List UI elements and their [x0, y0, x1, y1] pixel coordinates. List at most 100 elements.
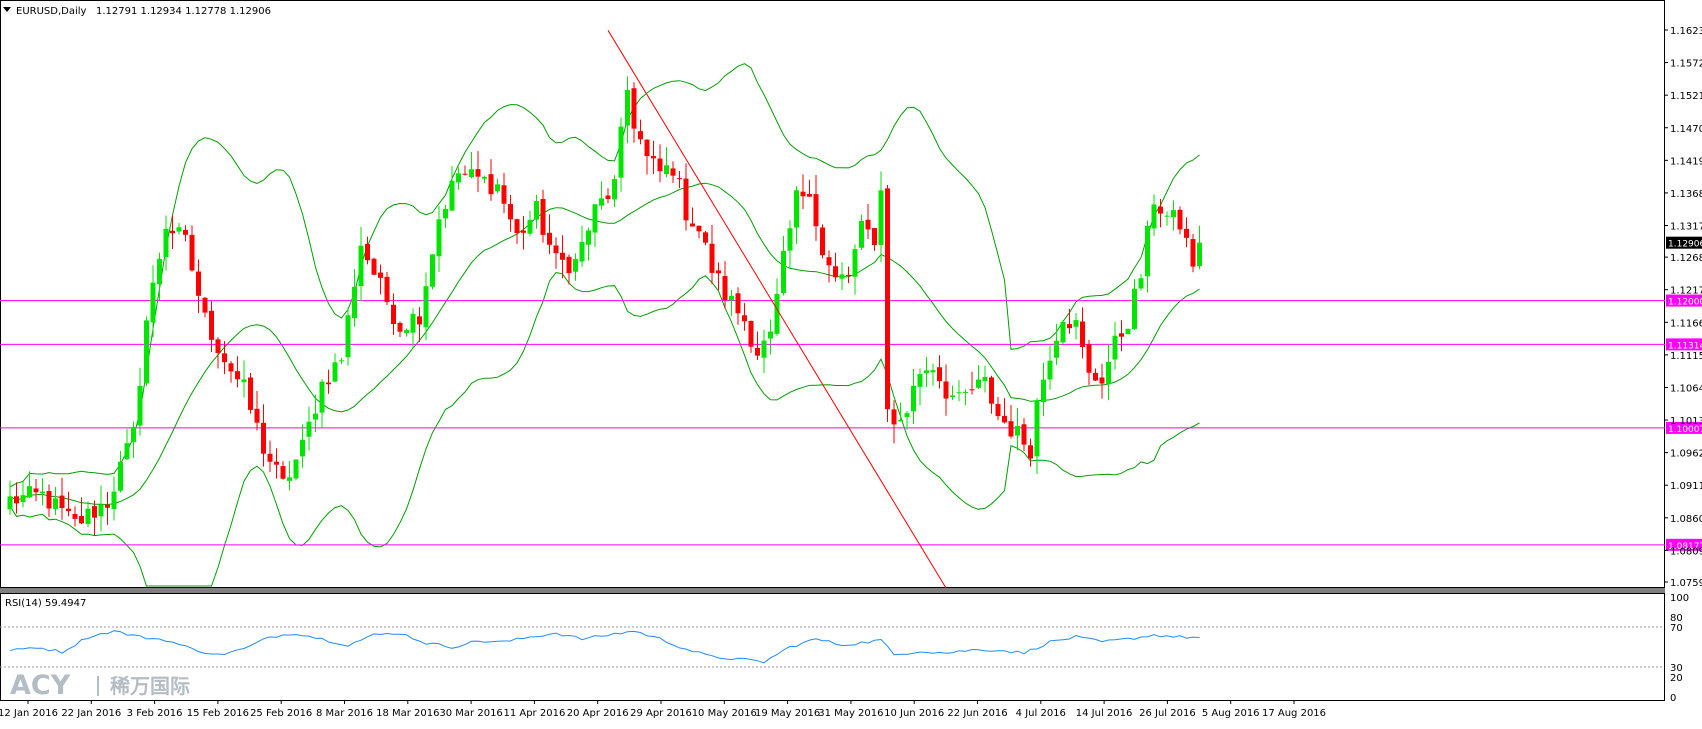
candle-body: [371, 258, 377, 275]
candle-body: [105, 504, 110, 508]
candle-body: [937, 367, 942, 382]
candle: [592, 204, 598, 247]
candle: [293, 459, 299, 481]
candle-body: [384, 276, 390, 303]
candle-body: [118, 461, 123, 491]
candle-body: [235, 371, 240, 380]
candle: [917, 368, 923, 406]
candle: [677, 171, 682, 189]
candle-body: [430, 254, 435, 287]
candle: [800, 174, 806, 210]
candle-body: [800, 191, 806, 197]
candle-body: [66, 508, 71, 512]
candle: [1002, 398, 1007, 424]
candle: [813, 175, 819, 241]
candle: [1164, 211, 1170, 226]
candle: [1021, 418, 1027, 452]
candle: [157, 252, 162, 301]
candle-body: [865, 219, 871, 230]
candle-body: [150, 282, 156, 323]
candle: [865, 203, 871, 239]
candle: [436, 205, 442, 273]
candle: [417, 307, 422, 342]
candle: [1125, 328, 1131, 335]
candle-body: [631, 88, 637, 129]
ohlc-readout: 1.12791 1.12934 1.12778 1.12906: [96, 6, 271, 17]
candle-body: [495, 184, 500, 192]
candle-body: [1138, 278, 1144, 289]
candle: [170, 214, 175, 250]
candle-body: [521, 230, 526, 233]
candle: [105, 491, 110, 525]
candle: [495, 178, 500, 193]
watermark-cn: 稀万国际: [110, 674, 190, 698]
candle-body: [852, 249, 858, 277]
price-tick-label: 1.07595: [1670, 578, 1702, 589]
candle-body: [963, 391, 968, 393]
candle: [709, 225, 715, 285]
candle-body: [1125, 328, 1131, 335]
candle: [144, 316, 149, 386]
price-tick-label: 1.14195: [1670, 156, 1702, 167]
candle: [1112, 321, 1118, 370]
candle: [306, 406, 312, 451]
candle: [202, 296, 208, 318]
price-tick-label: 1.10130: [1670, 416, 1702, 427]
candle-body: [898, 420, 903, 422]
candle-body: [547, 232, 552, 245]
candle: [462, 165, 468, 176]
candle: [1197, 225, 1202, 270]
level-tag: [1666, 421, 1702, 434]
level-label: 1.12000: [1668, 298, 1702, 308]
collapse-triangle-icon[interactable]: [3, 7, 11, 12]
candle-body: [228, 363, 234, 372]
candle-body: [917, 374, 923, 387]
candle: [930, 363, 936, 386]
candle-body: [85, 508, 91, 524]
candle: [1119, 320, 1124, 352]
price-tick-label: 1.12170: [1670, 286, 1702, 297]
candle: [501, 172, 507, 214]
candle: [118, 451, 123, 493]
candle: [924, 356, 929, 388]
candle-body: [638, 131, 643, 140]
candle-body: [820, 227, 825, 256]
price-tick-label: 1.11660: [1670, 318, 1702, 329]
candle-body: [1132, 288, 1137, 329]
time-tick-label: 22 Jan 2016: [61, 708, 121, 719]
candle: [963, 389, 968, 406]
level-tag: [1666, 338, 1702, 351]
candle: [846, 266, 851, 284]
candle: [443, 204, 448, 228]
candle: [150, 265, 156, 338]
candle-body: [1086, 344, 1092, 373]
time-tick-label: 31 May 2016: [818, 708, 883, 719]
candle-body: [950, 395, 955, 398]
candle-body: [332, 362, 338, 382]
candle: [391, 293, 396, 335]
rsi-tick-label: 70: [1670, 623, 1683, 634]
candle-body: [1190, 239, 1196, 267]
candle-body: [612, 179, 617, 200]
candle: [1190, 233, 1196, 273]
candle-body: [1060, 321, 1066, 343]
candle: [1184, 217, 1189, 248]
candle-body: [995, 404, 1001, 417]
candle: [716, 262, 721, 291]
candle-body: [1002, 415, 1007, 423]
candle: [98, 485, 104, 532]
price-tick-label: 1.08090: [1670, 546, 1702, 557]
candle-body: [92, 506, 97, 518]
candle-body: [651, 156, 656, 159]
candle-body: [14, 496, 19, 504]
candle-body: [267, 453, 273, 462]
candle: [748, 320, 754, 353]
candle-body: [748, 320, 754, 347]
candle: [625, 76, 630, 144]
time-tick-label: 10 May 2016: [692, 708, 757, 719]
level-tag: [1666, 538, 1702, 551]
candle-body: [787, 228, 793, 251]
